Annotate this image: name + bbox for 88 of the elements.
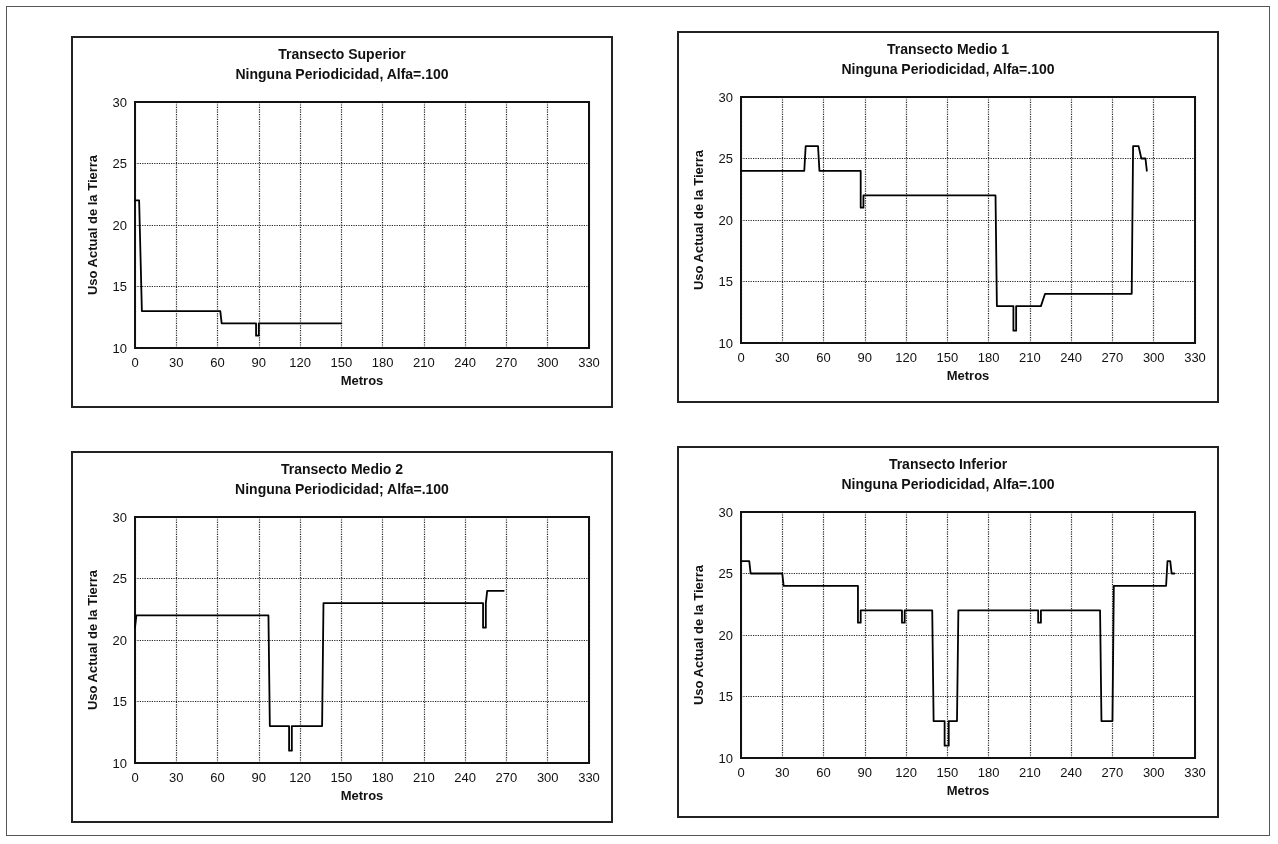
y-axis-title: Uso Actual de la Tierra [691,149,706,291]
y-tick-label: 25 [718,566,733,581]
x-tick-label: 30 [169,770,184,785]
y-tick-label: 30 [718,504,733,520]
x-tick-label: 90 [857,765,873,780]
x-tick-label: 180 [977,350,1000,365]
y-axis-title: Uso Actual de la Tierra [85,569,100,711]
y-tick-label: 10 [718,750,733,766]
x-axis-title: Metros [946,783,990,798]
x-tick-label: 30 [775,765,790,780]
y-tick-label: 30 [718,89,733,105]
x-tick-label: 330 [1184,350,1206,365]
x-tick-label: 120 [289,770,311,785]
y-tick-label: 10 [112,755,127,771]
x-tick-label: 300 [536,355,559,370]
x-tick-label: 240 [454,770,477,785]
chart-subtitle: Ninguna Periodicidad; Alfa=.100 [235,481,450,497]
line-series [740,145,1148,332]
y-tick-label: 25 [718,151,733,166]
y-tick-label: 30 [112,94,127,110]
y-tick-label: 20 [112,632,127,648]
x-tick-label: 180 [977,765,1000,780]
chart-title: Transecto Medio 1 [886,41,1010,57]
x-tick-label: 90 [251,770,267,785]
chart-title: Transecto Medio 2 [280,461,404,477]
y-tick-label: 20 [112,217,127,233]
x-tick-label: 150 [936,350,959,365]
x-axis-title: Metros [340,788,384,803]
x-tick-label: 60 [210,355,225,370]
y-tick-label: 20 [718,627,733,643]
x-tick-label: 270 [495,355,518,370]
y-tick-label: 25 [112,156,127,171]
x-tick-label: 270 [1101,765,1124,780]
x-tick-label: 30 [775,350,790,365]
x-tick-label: 210 [413,770,435,785]
x-tick-label: 150 [330,355,353,370]
x-tick-label: 150 [330,770,353,785]
chart-subtitle: Ninguna Periodicidad, Alfa=.100 [235,66,449,82]
x-tick-label: 270 [495,770,518,785]
x-tick-label: 330 [578,355,600,370]
x-axis-title: Metros [340,373,384,388]
y-tick-label: 15 [718,689,733,704]
x-tick-label: 120 [895,350,917,365]
x-tick-label: 30 [169,355,184,370]
chart-subtitle: Ninguna Periodicidad, Alfa=.100 [841,476,1055,492]
y-tick-label: 20 [718,212,733,228]
x-tick-label: 240 [1060,765,1083,780]
x-tick-label: 180 [371,770,394,785]
x-tick-label: 120 [895,765,917,780]
x-tick-label: 0 [131,770,139,785]
chart-title: Transecto Superior [278,46,407,62]
x-tick-label: 150 [936,765,959,780]
x-tick-label: 0 [737,350,745,365]
y-tick-label: 30 [112,509,127,525]
chart-title: Transecto Inferior [888,456,1008,472]
x-tick-label: 240 [1060,350,1083,365]
y-tick-label: 10 [718,335,733,351]
x-tick-label: 180 [371,355,394,370]
x-tick-label: 330 [578,770,600,785]
x-tick-label: 90 [251,355,267,370]
chart-subtitle: Ninguna Periodicidad, Alfa=.100 [841,61,1055,77]
x-tick-label: 0 [131,355,139,370]
y-tick-label: 15 [112,279,127,294]
x-tick-label: 210 [413,355,435,370]
line-series [740,560,1176,747]
x-tick-label: 240 [454,355,477,370]
x-tick-label: 300 [1142,350,1165,365]
y-axis-title: Uso Actual de la Tierra [85,154,100,296]
x-tick-label: 300 [536,770,559,785]
x-tick-label: 120 [289,355,311,370]
x-tick-label: 270 [1101,350,1124,365]
x-axis-title: Metros [946,368,990,383]
x-tick-label: 60 [816,350,831,365]
line-series [134,199,343,337]
y-tick-label: 15 [718,274,733,289]
x-tick-label: 0 [737,765,745,780]
x-tick-label: 300 [1142,765,1165,780]
line-series [134,589,505,752]
y-axis-title: Uso Actual de la Tierra [691,564,706,706]
x-tick-label: 330 [1184,765,1206,780]
y-tick-label: 25 [112,571,127,586]
x-tick-label: 210 [1019,350,1041,365]
x-tick-label: 60 [210,770,225,785]
y-tick-label: 10 [112,340,127,356]
x-tick-label: 210 [1019,765,1041,780]
x-tick-label: 60 [816,765,831,780]
y-tick-label: 15 [112,694,127,709]
x-tick-label: 90 [857,350,873,365]
